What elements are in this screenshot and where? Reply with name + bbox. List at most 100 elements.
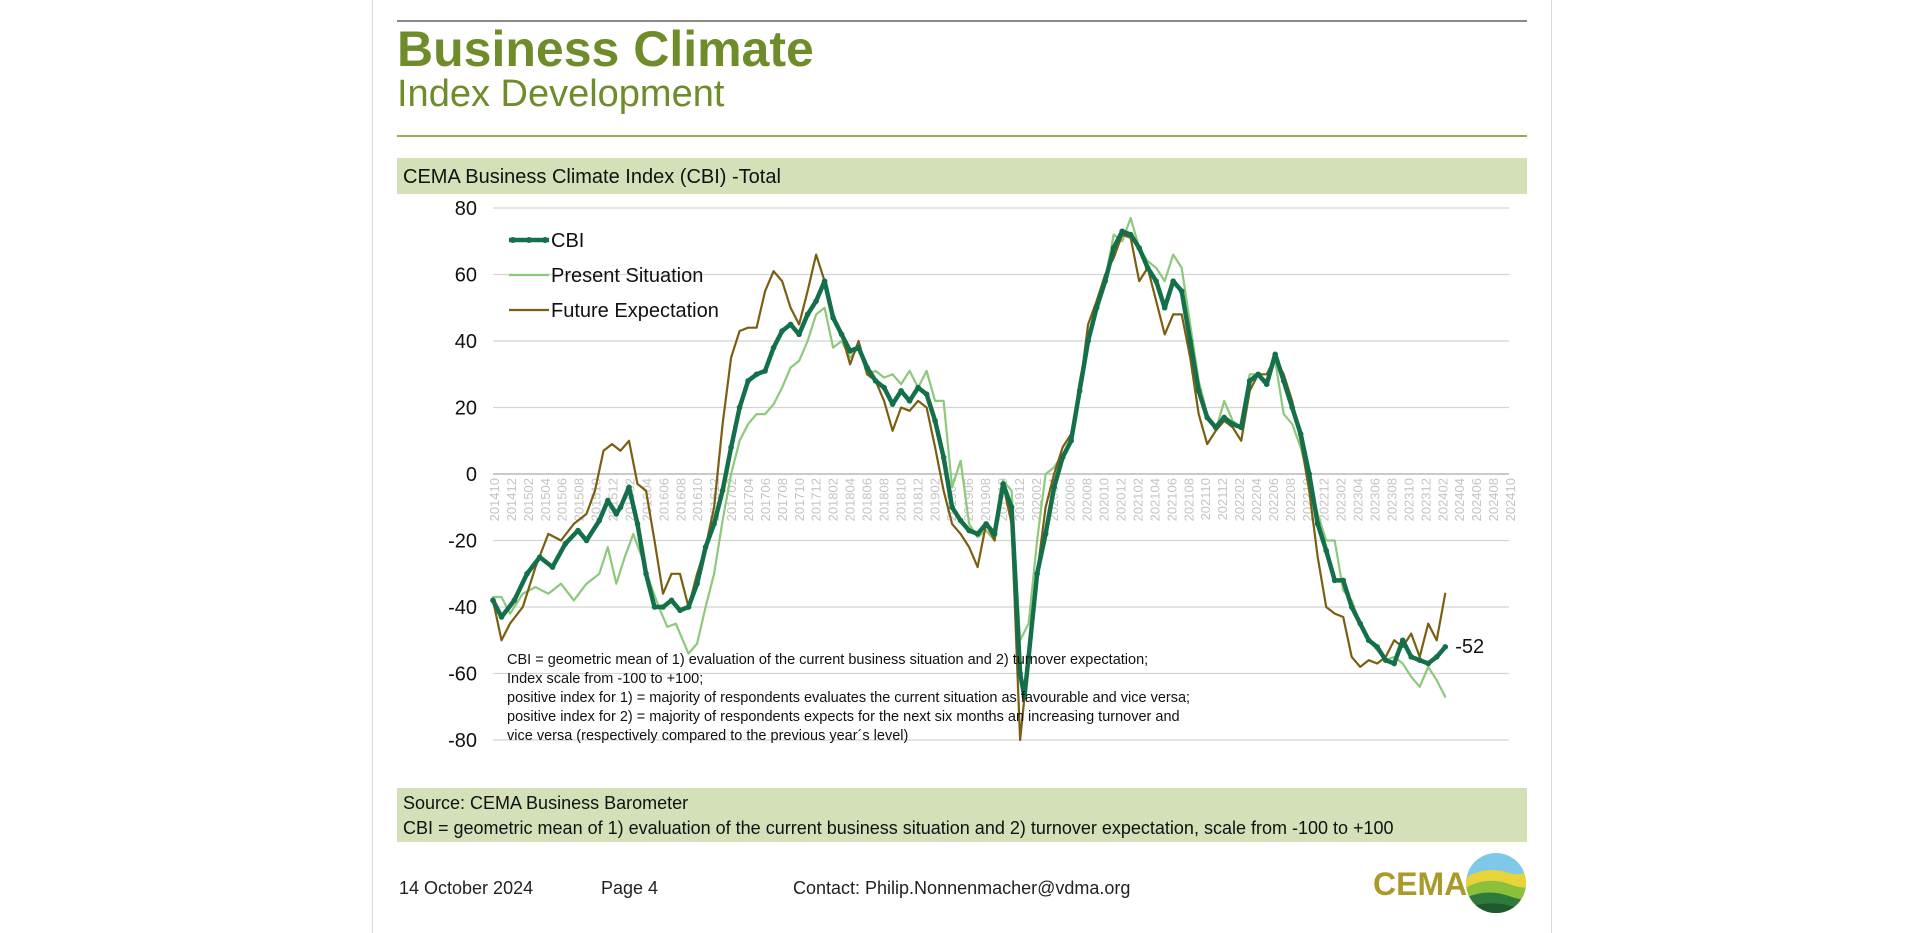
x-tick-label: 202212 <box>1317 478 1332 521</box>
cbi-marker <box>1323 547 1330 554</box>
cbi-marker <box>1365 637 1372 644</box>
cbi-marker <box>745 378 751 384</box>
cbi-marker <box>915 384 921 391</box>
cbi-marker <box>1314 521 1321 527</box>
cbi-marker <box>1178 288 1185 294</box>
x-tick-label: 202202 <box>1232 478 1247 521</box>
cbi-marker <box>762 368 768 374</box>
x-tick-label: 202408 <box>1486 478 1501 521</box>
slide-page: Business Climate Index Development CEMA … <box>372 0 1552 933</box>
footer-contact[interactable]: Contact: Philip.Nonnenmacher@vdma.org <box>793 878 1131 898</box>
x-tick-label: 201608 <box>673 478 688 521</box>
cbi-marker <box>643 570 649 577</box>
cbi-marker <box>549 564 556 570</box>
y-tick-label: -20 <box>448 531 477 553</box>
x-tick-label: 201712 <box>809 478 824 521</box>
cbi-marker <box>685 604 692 610</box>
x-tick-label: 202108 <box>1181 478 1196 521</box>
cbi-marker <box>855 344 862 351</box>
cbi-marker <box>1399 637 1406 644</box>
cbi-marker <box>1246 378 1253 384</box>
x-tick-label: 202006 <box>1063 478 1078 521</box>
x-tick-label: 202010 <box>1097 478 1112 521</box>
x-tick-label: 202208 <box>1283 478 1298 521</box>
cbi-marker <box>983 521 989 527</box>
legend-marker <box>526 237 532 243</box>
cbi-marker <box>536 554 543 560</box>
cbi-marker <box>1391 660 1398 667</box>
cbi-marker <box>736 404 743 411</box>
title-rule <box>397 135 1527 137</box>
cbi-marker <box>728 444 734 451</box>
cbi-marker <box>1000 481 1006 487</box>
cbi-marker <box>711 521 717 527</box>
cbi-marker <box>668 597 675 604</box>
cbi-marker <box>575 527 581 534</box>
page-title: Business Climate <box>397 21 814 77</box>
cbi-marker <box>864 364 870 371</box>
footer-page: Page 4 <box>601 878 659 898</box>
cbi-marker <box>1034 570 1040 577</box>
source-line-1: Source: CEMA Business Barometer <box>403 793 689 813</box>
x-tick-label: 201508 <box>572 478 587 521</box>
legend-label: Future Expectation <box>551 300 719 322</box>
cbi-marker <box>1340 577 1347 584</box>
cbi-marker <box>787 321 794 328</box>
cbi-marker <box>1348 604 1355 610</box>
y-tick-label: -80 <box>448 730 477 748</box>
source-line-2: CBI = geometric mean of 1) evaluation of… <box>403 818 1394 838</box>
x-tick-label: 201806 <box>860 478 875 521</box>
cbi-marker <box>596 517 603 524</box>
cbi-marker <box>562 541 569 547</box>
cema-landscape-icon <box>1466 853 1526 913</box>
cbi-marker <box>1025 654 1032 660</box>
x-tick-label: 201710 <box>792 478 807 521</box>
cbi-marker <box>1289 404 1295 411</box>
source-band: Source: CEMA Business Barometer CBI = ge… <box>397 788 1527 842</box>
cbi-marker <box>1017 670 1023 677</box>
cbi-marker <box>1085 338 1091 344</box>
cbi-marker <box>804 311 811 318</box>
cbi-marker <box>974 531 981 537</box>
cbi-marker <box>1374 644 1381 650</box>
cbi-marker <box>966 527 972 534</box>
x-tick-label: 201902 <box>927 478 942 521</box>
cbi-marker <box>677 607 683 614</box>
last-value-label: -52 <box>1455 636 1484 658</box>
x-tick-label: 202302 <box>1334 478 1349 521</box>
cbi-marker <box>1076 388 1083 394</box>
x-tick-label: 202106 <box>1164 478 1179 521</box>
chart-annotation-line: CBI = geometric mean of 1) evaluation of… <box>507 652 1148 668</box>
cbi-marker <box>1408 654 1415 660</box>
cbi-marker <box>1306 471 1313 477</box>
chart-annotation-line: positive index for 2) = majority of resp… <box>507 709 1180 725</box>
series-line-present-situation <box>491 216 1447 698</box>
cbi-marker <box>660 604 666 610</box>
x-tick-label: 202406 <box>1469 478 1484 521</box>
cbi-marker <box>1068 437 1074 444</box>
cbi-marker <box>889 401 896 407</box>
cbi-marker <box>1297 431 1304 437</box>
page-subtitle: Index Development <box>397 73 725 115</box>
x-tick-label: 202104 <box>1147 478 1162 521</box>
cbi-marker <box>881 384 887 391</box>
x-tick-label: 201704 <box>741 478 756 521</box>
x-tick-label: 202206 <box>1266 478 1281 521</box>
x-tick-label: 201908 <box>978 478 993 521</box>
cbi-marker <box>651 604 658 610</box>
legend-label: Present Situation <box>551 265 703 287</box>
cbi-marker <box>1195 388 1202 394</box>
x-tick-label: 202404 <box>1452 478 1467 521</box>
x-tick-label: 202312 <box>1418 478 1433 521</box>
cbi-marker <box>779 328 785 334</box>
cbi-marker <box>1127 231 1134 238</box>
cbi-marker <box>1331 577 1338 584</box>
cbi-marker <box>511 597 518 604</box>
cbi-marker <box>702 544 709 550</box>
cbi-marker <box>847 348 853 354</box>
x-tick-label: 201502 <box>521 478 536 521</box>
x-tick-label: 201412 <box>504 478 519 521</box>
cbi-marker <box>1229 421 1236 427</box>
legend-marker <box>510 237 516 243</box>
x-tick-label: 202102 <box>1130 478 1145 521</box>
